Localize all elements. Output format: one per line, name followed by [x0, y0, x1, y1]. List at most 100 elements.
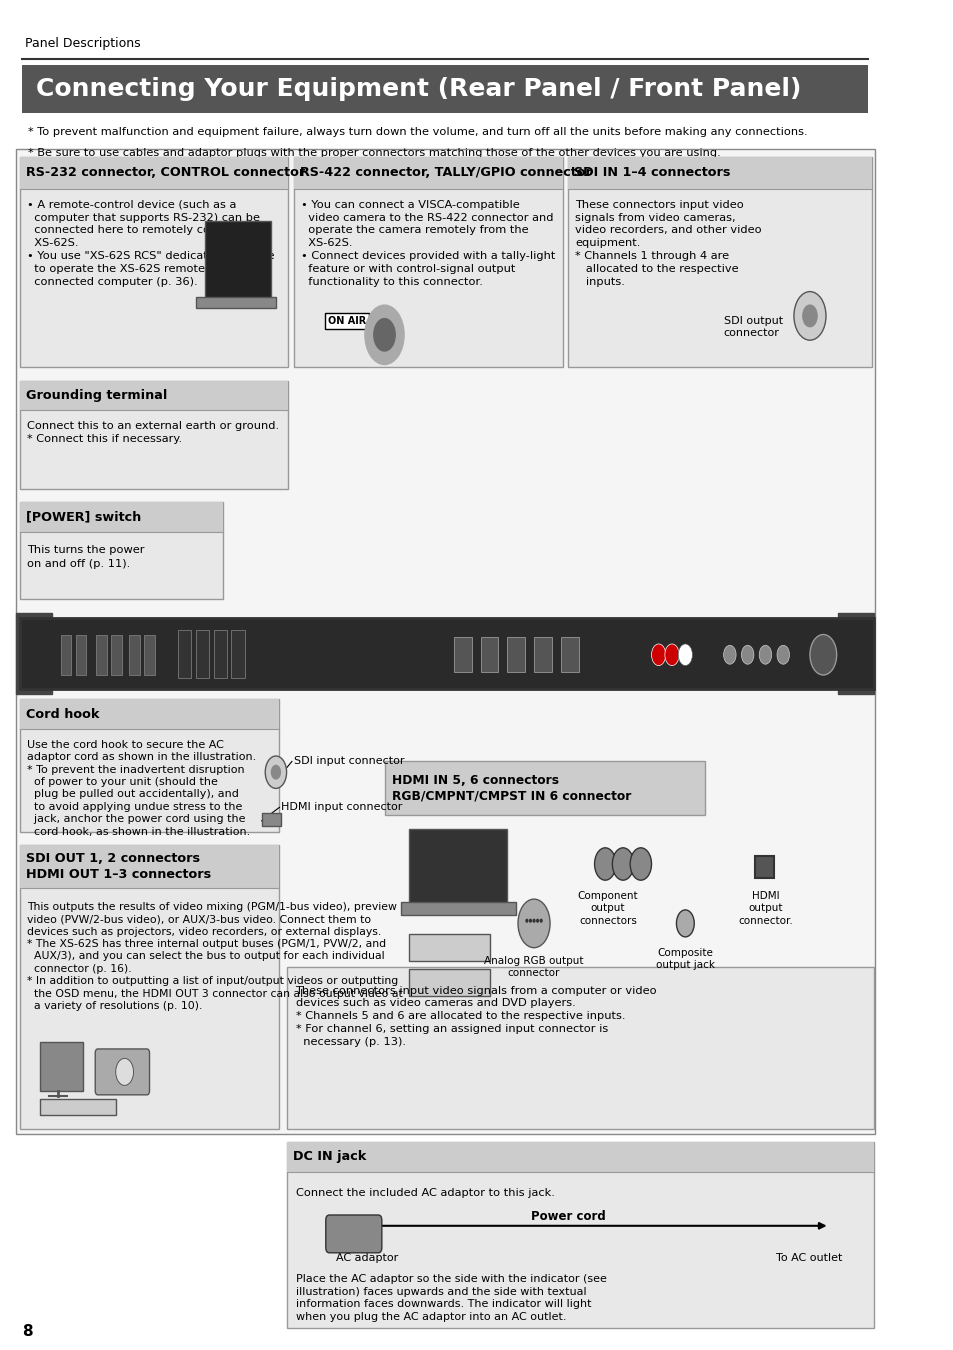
Text: This outputs the results of video mixing (PGM/1-bus video), preview
video (PVW/2: This outputs the results of video mixing…	[27, 902, 402, 1011]
Circle shape	[272, 765, 280, 779]
FancyBboxPatch shape	[20, 502, 222, 599]
Text: Component
output
connectors: Component output connectors	[577, 891, 638, 926]
Text: Place the AC adaptor so the side with the indicator (see
illustration) faces upw: Place the AC adaptor so the side with th…	[295, 1274, 606, 1322]
Circle shape	[809, 634, 836, 675]
FancyBboxPatch shape	[838, 613, 873, 694]
FancyBboxPatch shape	[454, 637, 471, 672]
FancyBboxPatch shape	[16, 148, 874, 1134]
Text: SDI output
connector: SDI output connector	[723, 316, 781, 338]
Circle shape	[529, 919, 531, 922]
FancyBboxPatch shape	[20, 157, 288, 367]
FancyBboxPatch shape	[144, 634, 154, 675]
Circle shape	[533, 919, 535, 922]
FancyBboxPatch shape	[754, 856, 774, 878]
FancyBboxPatch shape	[325, 1215, 381, 1253]
FancyBboxPatch shape	[232, 630, 245, 678]
FancyBboxPatch shape	[507, 637, 524, 672]
Text: This turns the power
on and off (p. 11).: This turns the power on and off (p. 11).	[27, 545, 144, 568]
FancyBboxPatch shape	[261, 813, 281, 826]
Circle shape	[793, 292, 825, 340]
FancyBboxPatch shape	[213, 630, 227, 678]
FancyBboxPatch shape	[96, 634, 107, 675]
FancyBboxPatch shape	[205, 221, 272, 302]
FancyBboxPatch shape	[195, 297, 275, 308]
FancyBboxPatch shape	[409, 934, 489, 961]
Text: Connect this to an external earth or ground.
* Connect this if necessary.: Connect this to an external earth or gro…	[27, 421, 278, 444]
Text: Power cord: Power cord	[531, 1210, 605, 1223]
FancyBboxPatch shape	[286, 1142, 873, 1328]
Text: • A remote-control device (such as a
  computer that supports RS-232) can be
  c: • A remote-control device (such as a com…	[27, 200, 274, 286]
Text: These connectors input video signals from a computer or video
devices such as vi: These connectors input video signals fro…	[295, 986, 657, 1046]
FancyBboxPatch shape	[20, 845, 279, 1129]
Circle shape	[365, 305, 404, 365]
FancyBboxPatch shape	[129, 634, 139, 675]
Text: * To prevent malfunction and equipment failure, always turn down the volume, and: * To prevent malfunction and equipment f…	[29, 127, 807, 136]
FancyBboxPatch shape	[75, 634, 86, 675]
FancyBboxPatch shape	[567, 157, 871, 189]
Circle shape	[776, 645, 789, 664]
FancyBboxPatch shape	[384, 761, 704, 815]
FancyBboxPatch shape	[294, 157, 562, 367]
Circle shape	[115, 1058, 133, 1085]
FancyBboxPatch shape	[286, 967, 873, 1129]
Text: SDI input connector: SDI input connector	[294, 756, 404, 767]
Text: Composite
output jack: Composite output jack	[655, 948, 714, 971]
Circle shape	[676, 910, 694, 937]
Text: 8: 8	[22, 1324, 32, 1339]
FancyBboxPatch shape	[20, 618, 873, 688]
Circle shape	[664, 644, 679, 666]
Text: SDI IN 1–4 connectors: SDI IN 1–4 connectors	[574, 166, 730, 180]
Text: * Be sure to use cables and adaptor plugs with the proper connectors matching th: * Be sure to use cables and adaptor plug…	[29, 148, 720, 158]
Circle shape	[539, 919, 541, 922]
Circle shape	[759, 645, 771, 664]
FancyBboxPatch shape	[20, 502, 222, 532]
FancyBboxPatch shape	[112, 634, 122, 675]
FancyBboxPatch shape	[20, 699, 279, 729]
FancyBboxPatch shape	[20, 381, 288, 410]
Circle shape	[802, 305, 816, 327]
Circle shape	[630, 848, 651, 880]
Circle shape	[374, 319, 395, 351]
FancyBboxPatch shape	[560, 637, 578, 672]
FancyBboxPatch shape	[40, 1042, 83, 1091]
Text: RS-232 connector, CONTROL connector: RS-232 connector, CONTROL connector	[26, 166, 305, 180]
Text: These connectors input video
signals from video cameras,
video recorders, and ot: These connectors input video signals fro…	[575, 200, 760, 286]
Text: Grounding terminal: Grounding terminal	[26, 389, 167, 402]
Text: ON AIR: ON AIR	[327, 316, 365, 327]
FancyBboxPatch shape	[195, 630, 209, 678]
Text: SDI OUT 1, 2 connectors
HDMI OUT 1–3 connectors: SDI OUT 1, 2 connectors HDMI OUT 1–3 con…	[26, 852, 211, 882]
Circle shape	[517, 899, 550, 948]
Text: Use the cord hook to secure the AC
adaptor cord as shown in the illustration.
* : Use the cord hook to secure the AC adapt…	[27, 740, 255, 837]
Circle shape	[265, 756, 286, 788]
Text: Panel Descriptions: Panel Descriptions	[25, 36, 140, 50]
Text: HDMI IN 5, 6 connectors
RGB/CMPNT/CMPST IN 6 connector: HDMI IN 5, 6 connectors RGB/CMPNT/CMPST …	[392, 774, 630, 803]
Text: RS-422 connector, TALLY/GPIO connector: RS-422 connector, TALLY/GPIO connector	[299, 166, 591, 180]
Text: Cord hook: Cord hook	[26, 707, 99, 721]
FancyBboxPatch shape	[20, 157, 288, 189]
FancyBboxPatch shape	[20, 381, 288, 489]
FancyBboxPatch shape	[409, 969, 489, 996]
Circle shape	[525, 919, 527, 922]
FancyBboxPatch shape	[178, 630, 192, 678]
FancyBboxPatch shape	[40, 1099, 115, 1115]
Text: [POWER] switch: [POWER] switch	[26, 510, 141, 524]
FancyBboxPatch shape	[534, 637, 551, 672]
FancyBboxPatch shape	[95, 1049, 150, 1095]
Circle shape	[594, 848, 616, 880]
FancyBboxPatch shape	[22, 65, 867, 113]
FancyBboxPatch shape	[20, 845, 279, 888]
Text: AC adaptor: AC adaptor	[336, 1253, 398, 1262]
FancyBboxPatch shape	[60, 634, 71, 675]
Text: Analog RGB output
connector: Analog RGB output connector	[484, 956, 583, 979]
FancyBboxPatch shape	[400, 902, 516, 915]
FancyBboxPatch shape	[20, 699, 279, 832]
Circle shape	[723, 645, 736, 664]
Circle shape	[651, 644, 665, 666]
Text: HDMI input connector: HDMI input connector	[281, 802, 402, 813]
FancyBboxPatch shape	[294, 157, 562, 189]
Text: HDMI
output
connector.: HDMI output connector.	[738, 891, 792, 926]
FancyBboxPatch shape	[16, 613, 51, 694]
FancyBboxPatch shape	[409, 829, 507, 907]
Circle shape	[612, 848, 633, 880]
Text: Connect the included AC adaptor to this jack.: Connect the included AC adaptor to this …	[295, 1188, 554, 1197]
